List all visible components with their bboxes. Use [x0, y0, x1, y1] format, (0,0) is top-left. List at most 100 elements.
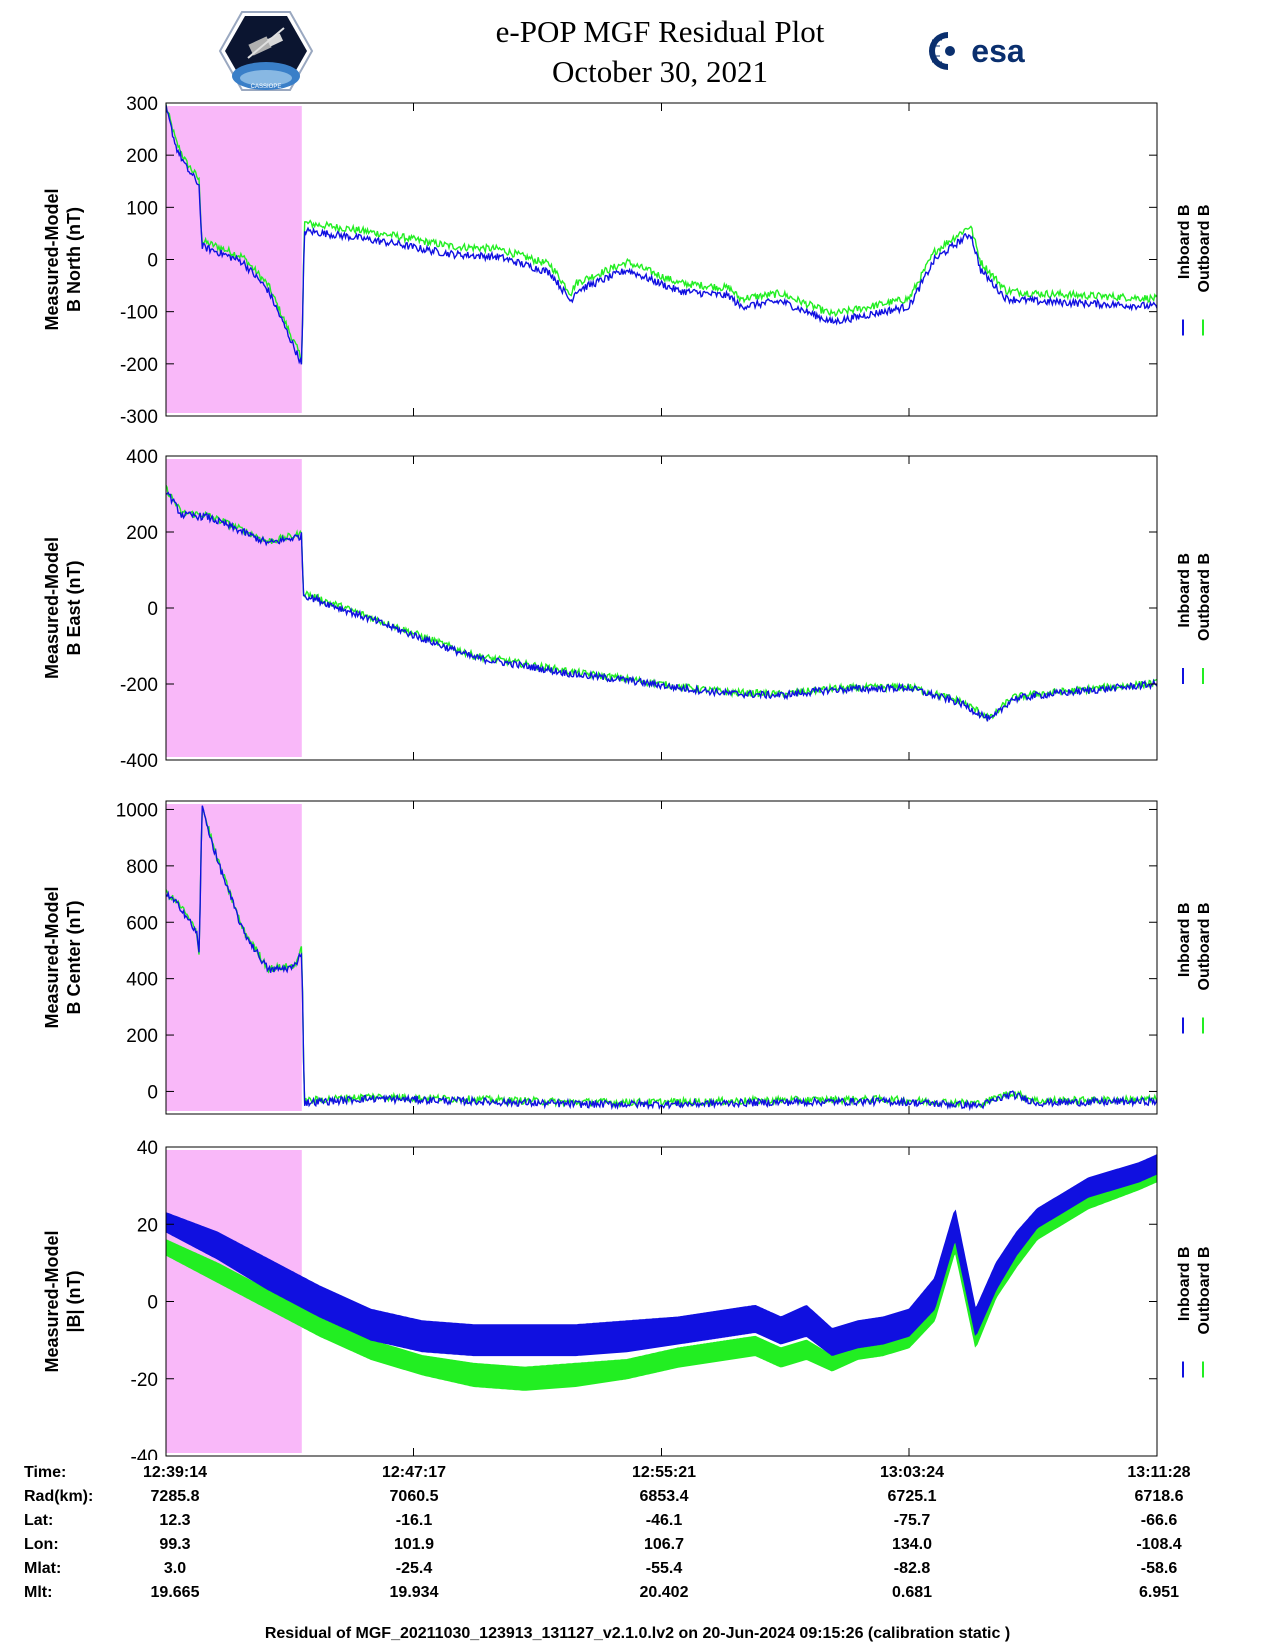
- info-value: 6.951: [1138, 1584, 1180, 1601]
- info-value: 0.681: [891, 1584, 933, 1601]
- info-value: -75.7: [893, 1512, 931, 1529]
- info-row-label: Lat:: [24, 1512, 54, 1529]
- legend-label: Inboard B: [1176, 205, 1193, 280]
- y-tick-label: -100: [120, 303, 158, 324]
- legend-label: Outboard B: [1196, 553, 1213, 641]
- series-line-inboard: [166, 104, 1157, 365]
- info-value: -25.4: [395, 1560, 433, 1577]
- y-tick-label: -400: [120, 751, 158, 772]
- info-value: -46.1: [645, 1512, 683, 1529]
- info-row: Lat: 12.3 -16.1 -46.1 -75.7 -66.6: [0, 1512, 1275, 1536]
- y-tick-label: 200: [126, 1026, 158, 1047]
- right-logo-text: esa: [971, 33, 1025, 69]
- y-tick-label: 400: [126, 970, 158, 991]
- chart-title: e-POP MGF Residual Plot: [495, 14, 825, 49]
- info-value: -82.8: [893, 1560, 931, 1577]
- info-value: 7060.5: [389, 1488, 439, 1505]
- legend: Inboard B Outboard B: [1176, 553, 1213, 684]
- y-tick-label: 0: [147, 1293, 158, 1314]
- info-value: 106.7: [643, 1536, 685, 1553]
- info-row: Mlat: 3.0 -25.4 -55.4 -82.8 -58.6: [0, 1560, 1275, 1584]
- chart-subtitle: October 30, 2021: [551, 54, 769, 89]
- info-value: 12:55:21: [631, 1464, 697, 1481]
- info-value: 13:03:24: [879, 1464, 945, 1481]
- y-axis-label: Measured-Model B Center (nT): [42, 886, 84, 1028]
- y-tick-label: 100: [126, 198, 158, 219]
- info-row-label: Lon:: [24, 1536, 59, 1553]
- legend-label: Inboard B: [1176, 903, 1193, 978]
- plot-frame: [165, 800, 1158, 1115]
- legend-label: Outboard B: [1196, 1247, 1213, 1335]
- info-row: Rad(km): 7285.8 7060.5 6853.4 6725.1 6718.6: [0, 1488, 1275, 1512]
- y-tick-label: 40: [137, 1138, 158, 1159]
- plot-frame: [165, 455, 1158, 761]
- series-line-inboard: [166, 805, 1157, 1112]
- info-value: -58.6: [1140, 1560, 1178, 1577]
- y-tick-label: -200: [120, 675, 158, 696]
- y-tick-label: 1000: [116, 800, 158, 821]
- legend: Inboard B Outboard B: [1176, 1247, 1213, 1378]
- info-value: -108.4: [1136, 1536, 1182, 1553]
- footer-caption: Residual of MGF_20211030_123913_131127_v…: [264, 1625, 1011, 1642]
- series-line-outboard: [166, 806, 1157, 1109]
- legend-label: Inboard B: [1176, 553, 1193, 628]
- calibration-highlight-band: [166, 804, 302, 1111]
- info-value: 12:39:14: [142, 1464, 208, 1481]
- legend: Inboard B Outboard B: [1176, 205, 1213, 336]
- esa-logo-icon: esa: [928, 32, 1025, 70]
- panel-b-north: 300 200 100 0 -100 -200 -300 Measured-Model B No…: [42, 94, 1213, 428]
- calibration-highlight-band: [166, 459, 302, 757]
- y-tick-label: 0: [147, 599, 158, 620]
- info-value: -55.4: [645, 1560, 683, 1577]
- info-value: 7285.8: [150, 1488, 200, 1505]
- plot-frame: [165, 102, 1158, 417]
- y-tick-label: 200: [126, 523, 158, 544]
- legend-label: Outboard B: [1196, 205, 1213, 293]
- info-value: 6853.4: [639, 1488, 689, 1505]
- y-tick-label: 0: [147, 1082, 158, 1103]
- info-row-label: Time:: [24, 1464, 67, 1481]
- panel-b-magnitude: 40 20 0 -20 -40 Measured-Model |B| (nT) Inboard…: [42, 1138, 1213, 1460]
- info-row: Mlt: 19.665 19.934 20.402 0.681 6.951: [0, 1584, 1275, 1608]
- info-value: 99.3: [159, 1536, 191, 1553]
- info-value: 6725.1: [887, 1488, 937, 1505]
- series-band-outboard: [166, 1169, 1157, 1391]
- panel-b-center: 1000 800 600 400 200 0 Measured-Model B Center …: [42, 800, 1213, 1115]
- satellite-mission-patch-icon: CASSIOPE: [218, 11, 314, 91]
- legend-label: Inboard B: [1176, 1247, 1193, 1322]
- y-tick-label: 800: [126, 857, 158, 878]
- y-tick-label: 400: [126, 447, 158, 468]
- y-tick-label: 300: [126, 94, 158, 115]
- y-axis-label: Measured-Model |B| (nT): [42, 1230, 84, 1372]
- legend-label: Outboard B: [1196, 903, 1213, 991]
- legend: Inboard B Outboard B: [1176, 903, 1213, 1034]
- y-axis-label: Measured-Model B East (nT): [42, 537, 84, 679]
- series-band-inboard: [166, 1154, 1157, 1357]
- series-line-outboard: [166, 104, 1157, 365]
- info-value: 12:47:17: [381, 1464, 447, 1481]
- info-value: 6718.6: [1134, 1488, 1184, 1505]
- series-line-outboard: [166, 484, 1157, 721]
- info-value: 12.3: [159, 1512, 191, 1529]
- y-tick-label: -300: [120, 407, 158, 428]
- info-row-label: Mlt:: [24, 1584, 53, 1601]
- y-tick-label: 20: [137, 1215, 158, 1236]
- info-value: -66.6: [1140, 1512, 1178, 1529]
- info-value: 3.0: [163, 1560, 187, 1577]
- y-tick-label: -40: [131, 1447, 158, 1460]
- info-value: 19.934: [389, 1584, 439, 1601]
- info-row-label: Mlat:: [24, 1560, 62, 1577]
- info-value: 101.9: [393, 1536, 435, 1553]
- info-row-label: Rad(km):: [24, 1488, 94, 1505]
- y-tick-label: 0: [147, 251, 158, 272]
- info-value: 20.402: [639, 1584, 689, 1601]
- info-row: Time: 12:39:14 12:47:17 12:55:21 13:03:24 13:…: [0, 1464, 1275, 1488]
- panel-b-east: 400 200 0 -200 -400 Measured-Model B East (nT)…: [42, 447, 1213, 772]
- info-value: -16.1: [395, 1512, 433, 1529]
- info-value: 134.0: [891, 1536, 933, 1553]
- y-tick-label: 200: [126, 146, 158, 167]
- info-value: 19.665: [150, 1584, 200, 1601]
- y-tick-label: -20: [131, 1370, 158, 1391]
